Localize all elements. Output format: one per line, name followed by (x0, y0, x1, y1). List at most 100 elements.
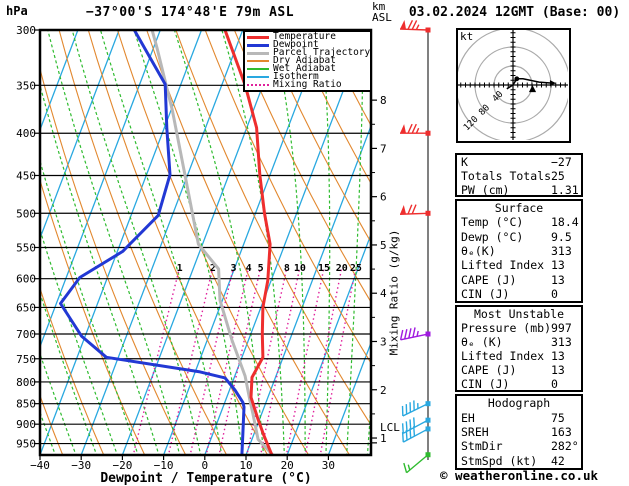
temp-tick-label: −10 (154, 459, 174, 472)
km-tick-label: 3 (380, 335, 387, 348)
panel-row: Totals Totals 25 (457, 169, 581, 183)
panel-row-value: 9.5 (551, 229, 572, 244)
panel-row-value: 18.4 (551, 215, 579, 230)
wind-barb (403, 452, 431, 474)
temp-tick-label: −30 (71, 459, 91, 472)
legend-item: Parcel Trajectory (247, 47, 371, 58)
panel-row-value: 282° (551, 439, 579, 454)
mixing-ratio-value-label: 5 (258, 263, 264, 274)
panel-row-value: 0 (551, 286, 558, 301)
panel-row: CAPE (J) 13 (457, 363, 581, 377)
temp-tick-label: 20 (281, 459, 294, 472)
mixing-ratio-value-label: 4 (246, 263, 252, 274)
isotherm-line (80, 30, 244, 455)
plot-border (38, 28, 373, 457)
panel-row: CAPE (J) 13 (457, 273, 581, 287)
wind-barb (401, 417, 431, 434)
isotherm-line (40, 30, 203, 455)
mixing-ratio-value-label: 1 (177, 263, 183, 274)
panel-row-value: 1.31 (551, 183, 579, 197)
legend-label: Dry Adiabat (273, 55, 336, 66)
panel-row: PW (cm) 1.31 (457, 183, 581, 197)
wind-barb (399, 20, 431, 33)
panel-row-value: 313 (551, 335, 572, 349)
panel-row-label: StmSpd (kt) (461, 453, 538, 468)
isotherm-line (245, 124, 371, 455)
panel-row-label: Dewp (°C) (461, 229, 524, 244)
pressure-tick-label: 500 (16, 207, 36, 220)
skewt-grid: 1 2 3 4 5 8 10 15 20 25 (0, 30, 371, 462)
wind-barb (401, 400, 431, 417)
panel-row: StmDir 282° (457, 439, 581, 453)
panel-row-label: CIN (J) (461, 286, 510, 301)
panel-row-label: Lifted Index (461, 349, 545, 363)
dry-adiabat-line (233, 30, 371, 304)
pressure-tick-label: 550 (16, 241, 36, 254)
panel-row: Temp (°C) 18.4 (457, 215, 581, 229)
wind-barb (399, 204, 431, 216)
panel-row-label: CAPE (J) (461, 272, 517, 287)
temp-tick-label: 10 (239, 459, 252, 472)
dewpoint-curve (59, 30, 246, 455)
legend-item: Dewpoint (247, 40, 370, 49)
legend-swatch-thick (247, 43, 269, 47)
dry-adiabat-line (40, 394, 64, 455)
pressure-tick-label: 950 (16, 438, 36, 451)
panel-row-value: 163 (551, 424, 572, 439)
station-title: −37°00'S 174°48'E 79m ASL (85, 5, 295, 20)
wet-adiabat-line (40, 158, 139, 455)
wind-barb (401, 426, 431, 443)
hodograph-trace (506, 78, 552, 90)
datetime-title: 03.02.2024 12GMT (Base: 00) (408, 5, 621, 20)
dry-adiabat-line (87, 30, 269, 455)
legend-swatch-thick (247, 35, 269, 39)
legend-item: Isotherm (247, 72, 370, 81)
pressure-tick-label: 400 (16, 127, 36, 140)
hodograph-unit-label: kt (460, 30, 474, 43)
panel-row: K −27 (457, 155, 581, 169)
legend-item: Mixing Ratio (247, 79, 370, 90)
pressure-tick-label: 600 (16, 273, 36, 286)
dry-adiabat-line (175, 30, 371, 426)
panel-row: Lifted Index 13 (457, 349, 581, 363)
isotherm-line (286, 232, 371, 455)
mixing-ratio-value-label: 2 (210, 263, 216, 274)
wet-adiabat-line (0, 30, 17, 462)
panel-title: Hodograph (487, 396, 551, 411)
pressure-tick-label: 450 (16, 169, 36, 182)
wet-adiabat-line (47, 30, 181, 455)
legend-label: Parcel Trajectory (273, 47, 371, 58)
panel-row-value: 0 (551, 377, 558, 391)
wet-adiabat-line (99, 30, 223, 455)
parcel-trajectory-curve (150, 30, 275, 455)
km-tick-label: 5 (380, 239, 387, 252)
mixing-ratio-value-label: 3 (230, 263, 236, 274)
mixing-ratio-line (167, 269, 214, 455)
legend-item: Dry Adiabat (247, 55, 370, 66)
pressure-tick-label: 800 (16, 376, 36, 389)
panel-surface: Surface Temp (°C) 18.4 Dewp (°C) 9.5 θₑ(K) 313… (455, 199, 583, 303)
panel-row-label: CIN (J) (461, 377, 510, 391)
panel-row-label: Lifted Index (461, 258, 545, 273)
mixing-ratio-axis-label: Mixing Ratio (g/kg) (387, 229, 401, 356)
legend-label: Wet Adiabat (273, 63, 336, 74)
panel-row: EH 75 (457, 411, 581, 425)
panel-row-label: K (461, 155, 468, 169)
temp-tick-label: −40 (30, 459, 50, 472)
km-tick-label: 2 (380, 384, 387, 397)
panel-row-value: 75 (551, 410, 565, 425)
isotherm-line (40, 30, 120, 240)
pressure-tick-label: 700 (16, 328, 36, 341)
hodograph-start-dot (514, 76, 520, 82)
km-tick-label: 1 (380, 432, 387, 445)
panel-hodograph: Hodograph EH 75 SREH 163 StmDir 282° StmSpd (kt… (455, 394, 583, 470)
legend-item: Temperature (247, 32, 370, 41)
panel-row: θₑ (K) 313 (457, 335, 581, 349)
x-axis-label: Dewpoint / Temperature (°C) (100, 471, 312, 486)
isotherm-line (162, 30, 326, 455)
panel-row: CIN (J) 0 (457, 287, 581, 301)
legend-label: Mixing Ratio (273, 79, 342, 90)
legend-item: Wet Adiabat (247, 63, 370, 74)
